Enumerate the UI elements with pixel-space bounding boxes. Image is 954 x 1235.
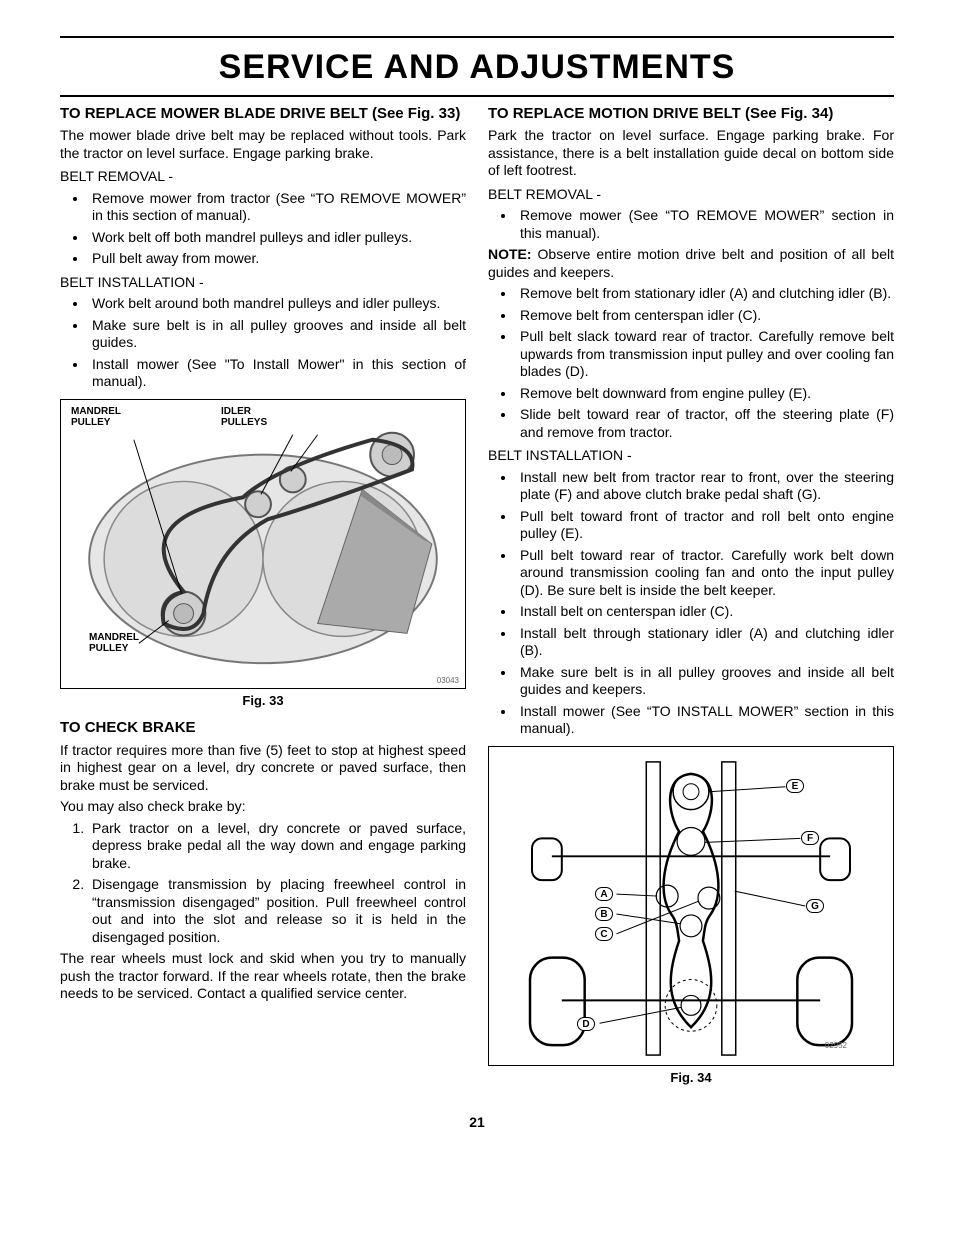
list-item: Pull belt slack toward rear of tractor. … bbox=[516, 328, 894, 381]
motion-intro: Park the tractor on level surface. Engag… bbox=[488, 127, 894, 180]
motion-note: NOTE: Observe entire motion drive belt a… bbox=[488, 246, 894, 281]
list-item: Remove belt downward from engine pulley … bbox=[516, 385, 894, 403]
fig33-part-id: 03043 bbox=[437, 676, 459, 686]
fig34-caption: Fig. 34 bbox=[488, 1070, 894, 1086]
blade-belt-install-list: Work belt around both mandrel pulleys an… bbox=[60, 295, 466, 391]
list-item: Install new belt from tractor rear to fr… bbox=[516, 469, 894, 504]
list-item: Remove belt from stationary idler (A) an… bbox=[516, 285, 894, 303]
list-item: Make sure belt is in all pulley grooves … bbox=[88, 317, 466, 352]
list-item: Install belt through stationary idler (A… bbox=[516, 625, 894, 660]
right-column: TO REPLACE MOTION DRIVE BELT (See Fig. 3… bbox=[488, 105, 894, 1097]
blade-belt-intro: The mower blade drive belt may be replac… bbox=[60, 127, 466, 162]
brake-steps: Park tractor on a level, dry concrete or… bbox=[60, 820, 466, 947]
left-column: TO REPLACE MOWER BLADE DRIVE BELT (See F… bbox=[60, 105, 466, 1097]
list-item: Remove mower from tractor (See “TO REMOV… bbox=[88, 190, 466, 225]
motion-removal-list2: Remove belt from stationary idler (A) an… bbox=[488, 285, 894, 441]
list-item: Remove belt from centerspan idler (C). bbox=[516, 307, 894, 325]
fig34-part-id: 02952 bbox=[825, 1041, 847, 1051]
list-item: Work belt off both mandrel pulleys and i… bbox=[88, 229, 466, 247]
motion-install-head: BELT INSTALLATION - bbox=[488, 447, 894, 465]
brake-p3: The rear wheels must lock and skid when … bbox=[60, 950, 466, 1003]
callout-b: B bbox=[595, 907, 613, 921]
brake-p1: If tractor requires more than five (5) f… bbox=[60, 742, 466, 795]
callout-c: C bbox=[595, 927, 613, 941]
figure-34: E F G A B C D 02952 bbox=[488, 746, 894, 1066]
callout-f: F bbox=[801, 831, 819, 845]
list-item: Remove mower (See “TO REMOVE MOWER” sect… bbox=[516, 207, 894, 242]
fig33-label-idler: IDLER PULLEYS bbox=[221, 406, 267, 428]
list-item: Slide belt toward rear of tractor, off t… bbox=[516, 406, 894, 441]
note-text: Observe entire motion drive belt and pos… bbox=[488, 246, 894, 280]
note-label: NOTE: bbox=[488, 246, 532, 262]
figure-33: MANDREL PULLEY IDLER PULLEYS MANDREL PUL… bbox=[60, 399, 466, 689]
motion-removal-list1: Remove mower (See “TO REMOVE MOWER” sect… bbox=[488, 207, 894, 242]
list-item: Park tractor on a level, dry concrete or… bbox=[88, 820, 466, 873]
page-number: 21 bbox=[60, 1114, 894, 1132]
list-item: Make sure belt is in all pulley grooves … bbox=[516, 664, 894, 699]
list-item: Install mower (See “TO INSTALL MOWER” se… bbox=[516, 703, 894, 738]
top-rule bbox=[60, 36, 894, 38]
motion-removal-head: BELT REMOVAL - bbox=[488, 186, 894, 204]
heading-replace-blade-belt: TO REPLACE MOWER BLADE DRIVE BELT (See F… bbox=[60, 105, 466, 124]
list-item: Pull belt toward rear of tractor. Carefu… bbox=[516, 547, 894, 600]
blade-belt-removal-head: BELT REMOVAL - bbox=[60, 168, 466, 186]
heading-check-brake: TO CHECK BRAKE bbox=[60, 719, 466, 738]
list-item: Pull belt toward front of tractor and ro… bbox=[516, 508, 894, 543]
list-item: Pull belt away from mower. bbox=[88, 250, 466, 268]
fig33-label-mandrel-top: MANDREL PULLEY bbox=[71, 406, 121, 428]
list-item: Install belt on centerspan idler (C). bbox=[516, 603, 894, 621]
callout-e: E bbox=[786, 779, 804, 793]
list-item: Disengage transmission by placing freewh… bbox=[88, 876, 466, 946]
callout-a: A bbox=[595, 887, 613, 901]
blade-belt-install-head: BELT INSTALLATION - bbox=[60, 274, 466, 292]
fig33-caption: Fig. 33 bbox=[60, 693, 466, 709]
callout-g: G bbox=[806, 899, 824, 913]
content-columns: TO REPLACE MOWER BLADE DRIVE BELT (See F… bbox=[60, 105, 894, 1097]
heading-motion-belt: TO REPLACE MOTION DRIVE BELT (See Fig. 3… bbox=[488, 105, 894, 124]
brake-p2: You may also check brake by: bbox=[60, 798, 466, 816]
title-rule bbox=[60, 95, 894, 97]
blade-belt-removal-list: Remove mower from tractor (See “TO REMOV… bbox=[60, 190, 466, 268]
fig33-label-mandrel-bottom: MANDREL PULLEY bbox=[89, 632, 139, 654]
list-item: Install mower (See "To Install Mower" in… bbox=[88, 356, 466, 391]
figure-34-svg bbox=[489, 747, 893, 1065]
list-item: Work belt around both mandrel pulleys an… bbox=[88, 295, 466, 313]
motion-install-list: Install new belt from tractor rear to fr… bbox=[488, 469, 894, 738]
page-title: SERVICE AND ADJUSTMENTS bbox=[60, 46, 894, 89]
callout-d: D bbox=[577, 1017, 595, 1031]
